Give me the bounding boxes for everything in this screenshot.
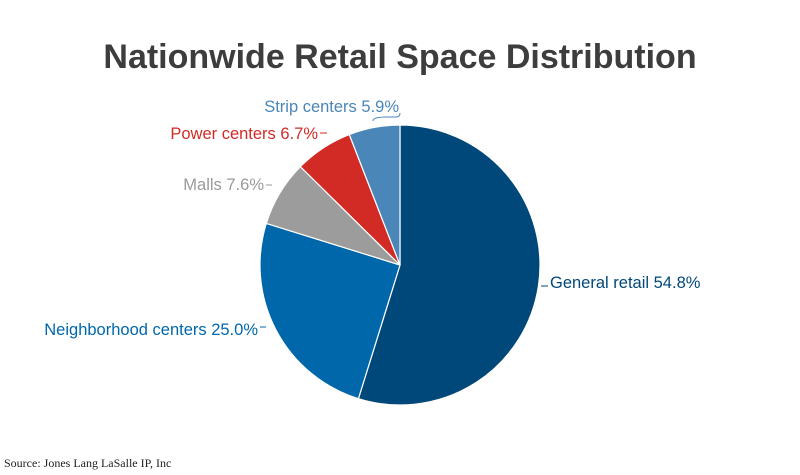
leader-bracket (372, 112, 401, 122)
slice-label-malls: Malls 7.6% (183, 176, 264, 194)
slice-label-strip-centers: Strip centers 5.9% (264, 98, 399, 116)
slice-label-power-centers: Power centers 6.7% (170, 125, 318, 143)
chart-title: Nationwide Retail Space Distribution (103, 38, 696, 76)
source-note: Source: Jones Lang LaSalle IP, Inc (4, 456, 171, 470)
leader-lines (260, 112, 548, 328)
pie-slice-strip-centers (348, 124, 401, 266)
slice-label-neighborhood-centers: Neighborhood centers 25.0% (44, 321, 258, 339)
pie-slice-general-retail (357, 124, 541, 406)
slice-labels: General retail 54.8% Neighborhood centers… (44, 98, 700, 339)
slice-label-general-retail: General retail 54.8% (550, 274, 701, 292)
pie-slices (259, 124, 541, 406)
pie-slice-neighborhood-centers (259, 222, 401, 400)
